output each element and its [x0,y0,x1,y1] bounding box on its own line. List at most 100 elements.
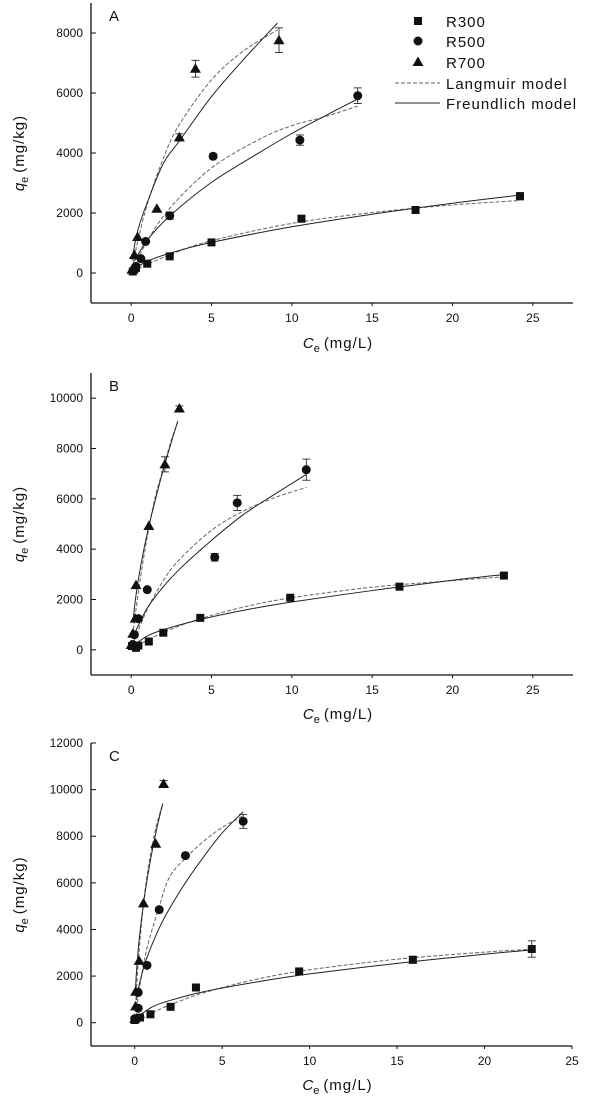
x-tick-label: 0 [128,311,135,325]
marker-circle [180,851,190,861]
panel-b: 0 2000 4000 6000 8000 10000 0 5 10 15 20 25 Ce (mg/L)… [11,373,573,726]
x-axis-label-subscript: e [314,714,320,726]
x-tick-label: 25 [526,311,540,325]
x-tick-label: 0 [128,683,135,697]
x-tick-label: 15 [365,311,379,325]
marker-triangle [127,628,139,638]
series-r300 [130,940,536,1025]
marker-triangle [151,203,163,213]
y-tick-label: 4000 [56,542,83,556]
series-r300 [128,192,524,276]
y-axis-label-symbol: q [11,553,28,562]
freundlich-curve-r500 [135,811,244,1001]
x-tick-label: 20 [478,1054,492,1068]
marker-circle [210,552,220,562]
panel-letter: C [109,748,120,765]
marker-circle [165,211,175,221]
x-tick-label: 0 [131,1054,138,1068]
x-axis-label-symbol: C [302,1077,313,1094]
marker-square [207,238,216,247]
freundlich-curve-r700 [131,22,278,261]
y-tick-label: 2000 [56,969,83,983]
legend-label: R700 [446,55,486,72]
marker-square [146,1010,155,1019]
marker-circle [238,816,248,826]
x-axis-label-subscript: e [313,1085,319,1097]
y-axis-label-subscript: e [19,177,31,183]
y-tick-label: 8000 [56,829,83,843]
marker-square [527,945,536,954]
marker-circle [208,151,218,161]
x-axis-label-unit: (mg/L) [324,706,373,723]
marker-square [499,571,508,580]
x-tick-label: 5 [208,683,215,697]
x-tick-label: 10 [285,683,299,697]
legend-item-langmuir-model: Langmuir model [395,76,567,93]
marker-circle [295,135,305,145]
freundlich-curve-r300 [132,194,521,271]
marker-circle [353,91,363,101]
freundlich-curve-r700 [132,421,179,623]
marker-square [135,1013,144,1022]
y-axis-label: qe (mg/kg) [11,486,31,562]
marker-square [191,983,200,992]
series-r700 [125,402,185,650]
y-tick-label: 12000 [50,736,84,750]
panel-letter: B [109,378,119,395]
marker-triangle [143,520,155,531]
marker-square [286,593,295,602]
marker-circle [142,585,152,595]
legend-label: R300 [446,14,486,31]
y-axis-label-symbol: q [11,182,28,191]
marker-triangle [173,402,185,413]
series-r700 [126,27,285,274]
marker-triangle [189,63,201,73]
y-axis-label-unit: (mg/kg) [11,115,28,173]
marker-triangle [125,639,137,650]
panel-letter: A [109,8,119,25]
x-axis-label-unit: (mg/L) [324,335,373,352]
x-tick-label: 5 [208,311,215,325]
langmuir-curve-r700 [132,421,179,636]
marker-circle [154,905,164,915]
marker-square [295,967,304,976]
marker-triangle [412,56,424,66]
y-tick-label: 0 [76,266,83,280]
y-tick-label: 6000 [56,492,83,506]
legend-item-freundlich-model: Freundlich model [395,96,576,113]
marker-triangle [128,249,140,259]
y-axis-label-unit: (mg/kg) [11,486,28,544]
y-tick-label: 10000 [50,391,84,405]
legend-label: R500 [446,34,486,51]
langmuir-curve-r300 [132,576,504,650]
marker-circle [232,498,242,508]
x-tick-label: 20 [446,683,460,697]
marker-square [166,1002,175,1011]
x-tick-label: 20 [446,311,460,325]
langmuir-curve-r500 [133,487,307,641]
x-tick-label: 15 [365,683,379,697]
marker-triangle [130,986,142,996]
marker-triangle [137,897,149,908]
marker-circle [301,465,311,475]
langmuir-curve-r300 [132,199,521,273]
marker-square [143,259,152,268]
marker-triangle [158,778,170,789]
marker-triangle [126,264,138,274]
series-r700 [129,778,170,1023]
marker-square [414,17,422,25]
x-axis-label: Ce (mg/L) [303,335,373,355]
y-axis-label: qe (mg/kg) [11,856,31,932]
freundlich-curve-r500 [133,98,358,262]
legend-item-r300: R300 [414,14,486,31]
marker-square [411,206,420,214]
langmuir-curve-r500 [133,105,358,267]
marker-triangle [130,1000,142,1011]
marker-circle [141,237,151,246]
y-axis-label-subscript: e [19,918,31,924]
y-tick-label: 0 [76,643,83,657]
legend-item-r500: R500 [413,34,486,51]
marker-circle [413,36,423,46]
marker-square [297,214,306,223]
